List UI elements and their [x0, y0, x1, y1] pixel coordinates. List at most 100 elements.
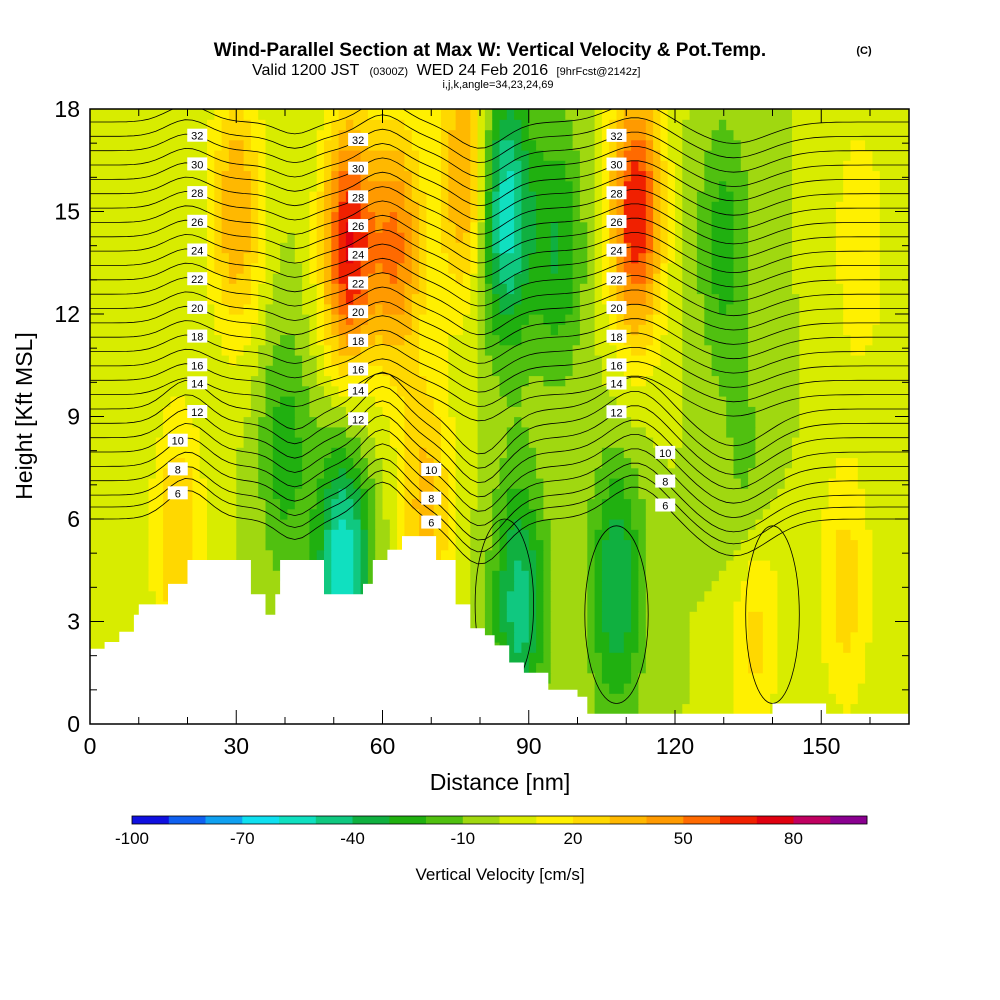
- velocity-cell: [207, 529, 237, 541]
- velocity-cell: [477, 129, 486, 141]
- velocity-cell: [316, 211, 325, 223]
- velocity-cell: [243, 139, 252, 151]
- velocity-cell: [367, 109, 442, 120]
- velocity-cell: [360, 519, 369, 530]
- velocity-cell: [265, 191, 310, 202]
- velocity-cell: [316, 242, 325, 254]
- velocity-cell: [594, 273, 603, 284]
- velocity-cell: [601, 601, 632, 612]
- velocity-cell: [302, 293, 318, 305]
- velocity-cell: [90, 498, 150, 510]
- velocity-cell: [258, 467, 274, 479]
- velocity-cell: [638, 252, 647, 264]
- velocity-cell: [638, 601, 647, 612]
- contour-label-32: 32: [187, 128, 208, 143]
- velocity-cell: [536, 221, 552, 233]
- velocity-cell: [623, 119, 647, 131]
- velocity-cell: [484, 283, 493, 295]
- velocity-cell: [543, 611, 552, 623]
- velocity-cell: [645, 119, 654, 131]
- velocity-cell: [704, 180, 720, 192]
- velocity-cell: [587, 529, 596, 541]
- velocity-cell: [324, 365, 340, 377]
- velocity-cell: [338, 283, 347, 295]
- velocity-cell: [594, 160, 603, 172]
- velocity-cell: [455, 519, 471, 530]
- velocity-cell: [448, 529, 457, 541]
- velocity-cell: [397, 508, 405, 520]
- velocity-cell: [572, 355, 603, 366]
- velocity-cell: [631, 139, 647, 151]
- velocity-cell: [411, 129, 442, 141]
- velocity-cell: [324, 344, 332, 356]
- velocity-cell: [667, 211, 676, 223]
- velocity-cell: [601, 201, 610, 213]
- velocity-cell: [367, 467, 384, 479]
- velocity-cell: [258, 303, 267, 315]
- velocity-cell: [682, 303, 705, 315]
- isentrope-15: [90, 372, 909, 422]
- velocity-cell: [397, 385, 427, 397]
- velocity-cell: [250, 406, 267, 418]
- velocity-cell: [792, 160, 844, 172]
- velocity-cell: [828, 478, 859, 489]
- velocity-cell: [879, 303, 909, 315]
- velocity-cell: [514, 191, 522, 202]
- velocity-cell: [631, 416, 683, 428]
- velocity-cell: [448, 385, 479, 397]
- velocity-cell: [733, 601, 778, 612]
- velocity-cell: [265, 273, 274, 284]
- velocity-cell: [316, 139, 325, 151]
- velocity-cell: [872, 570, 909, 582]
- velocity-cell: [770, 693, 837, 705]
- velocity-cell: [294, 416, 318, 428]
- velocity-cell: [572, 252, 588, 264]
- svg-text:22: 22: [352, 278, 364, 290]
- velocity-cell: [594, 539, 603, 551]
- velocity-cell: [411, 314, 420, 325]
- velocity-cell: [514, 139, 522, 151]
- velocity-cell: [623, 211, 647, 223]
- velocity-cell: [309, 201, 318, 213]
- velocity-cell: [163, 426, 201, 438]
- velocity-cell: [711, 252, 735, 264]
- velocity-cell: [579, 211, 596, 223]
- velocity-cell: [441, 201, 449, 213]
- contour-label-32: 32: [606, 128, 627, 143]
- velocity-cell: [90, 416, 164, 428]
- velocity-cell: [689, 109, 793, 120]
- velocity-cell: [638, 560, 647, 571]
- velocity-cell: [550, 539, 588, 551]
- colorbar-swatch: [646, 816, 684, 824]
- velocity-cell: [550, 242, 559, 254]
- velocity-cell: [645, 242, 654, 254]
- velocity-cell: [397, 539, 405, 551]
- velocity-cell: [360, 211, 376, 223]
- velocity-cell: [594, 201, 603, 213]
- velocity-cell: [280, 252, 296, 264]
- velocity-cell: [594, 549, 603, 561]
- velocity-cell: [163, 560, 193, 571]
- velocity-cell: [828, 683, 859, 694]
- velocity-cell: [682, 170, 705, 182]
- velocity-cell: [711, 221, 735, 233]
- velocity-cell: [90, 365, 259, 377]
- velocity-cell: [207, 119, 223, 131]
- velocity-cell: [397, 519, 405, 530]
- svg-text:30: 30: [610, 160, 622, 172]
- velocity-cell: [835, 590, 859, 602]
- velocity-cell: [404, 303, 413, 315]
- velocity-cell: [536, 508, 544, 520]
- velocity-cell: [214, 242, 223, 254]
- velocity-cell: [645, 426, 683, 438]
- velocity-cell: [375, 437, 391, 448]
- velocity-cell: [799, 416, 909, 428]
- velocity-cell: [631, 160, 639, 172]
- velocity-cell: [711, 365, 749, 377]
- velocity-cell: [748, 293, 800, 305]
- velocity-cell: [601, 570, 632, 582]
- isentrope-29: [90, 171, 909, 221]
- velocity-cell: [572, 283, 581, 295]
- velocity-cell: [236, 590, 303, 602]
- velocity-cell: [536, 601, 544, 612]
